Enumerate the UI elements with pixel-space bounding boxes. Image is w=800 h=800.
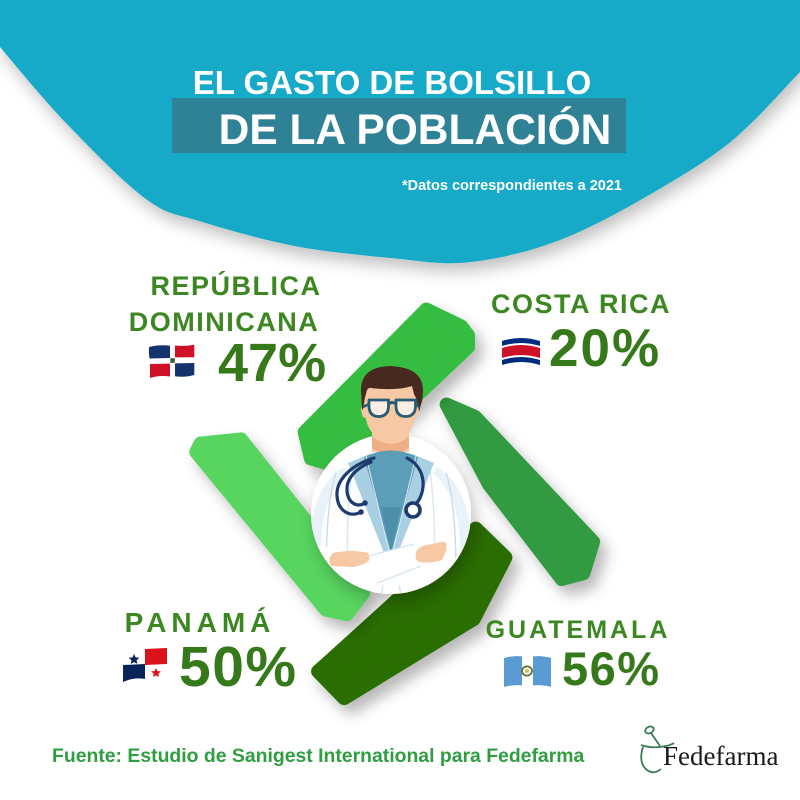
svg-text:EL GASTO DE BOLSILLO: EL GASTO DE BOLSILLO (193, 64, 591, 101)
svg-text:COSTA RICA: COSTA RICA (491, 289, 671, 319)
svg-text:Fuente: Estudio de Sanigest In: Fuente: Estudio de Sanigest Internationa… (52, 745, 584, 767)
svg-text:GUATEMALA: GUATEMALA (486, 616, 671, 644)
svg-text:50%: 50% (179, 635, 298, 699)
svg-text:PANAMÁ: PANAMÁ (125, 607, 276, 638)
svg-text:Fedefarma: Fedefarma (663, 741, 778, 771)
svg-text:DOMINICANA: DOMINICANA (129, 307, 320, 337)
svg-text:20%: 20% (549, 319, 661, 378)
svg-text:*Datos correspondientes a 2021: *Datos correspondientes a 2021 (402, 178, 622, 194)
svg-text:REPÚBLICA: REPÚBLICA (150, 270, 321, 301)
svg-text:56%: 56% (562, 642, 661, 695)
svg-text:DE LA POBLACIÓN: DE LA POBLACIÓN (219, 105, 612, 154)
svg-text:47%: 47% (218, 333, 326, 393)
